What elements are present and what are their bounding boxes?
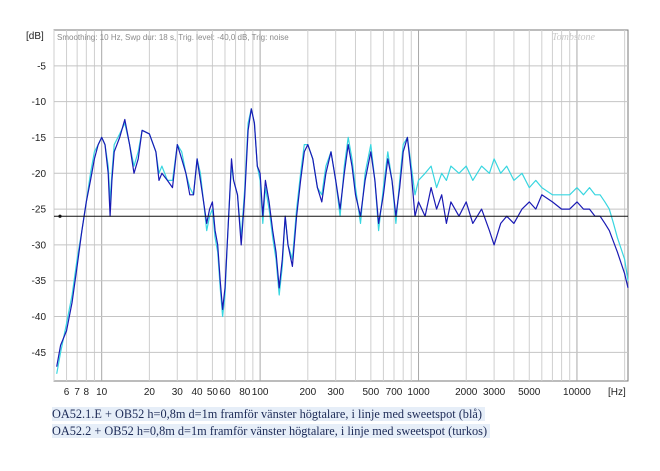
- y-unit-label: [dB]: [26, 31, 44, 42]
- x-tick-label: 300: [327, 387, 344, 398]
- x-tick-label: 1000: [407, 387, 430, 398]
- reference-line-marker: [58, 214, 62, 218]
- x-tick-label: 30: [172, 387, 184, 398]
- x-tick-label: 3000: [483, 387, 506, 398]
- x-tick-label: 40: [192, 387, 204, 398]
- x-unit-label: [Hz]: [608, 387, 626, 398]
- x-tick-label: 8: [84, 387, 90, 398]
- x-tick-label: 7: [74, 387, 80, 398]
- y-tick-labels: -5 -10 -15 -20 -25 -30 -35 -40 -45: [32, 61, 47, 359]
- x-tick-label: 5000: [518, 387, 541, 398]
- x-tick-label: 10000: [563, 387, 591, 398]
- measurement-settings-text: Smoothing: 10 Hz, Swp dur: 18 s, Trig. l…: [57, 33, 289, 42]
- caption-text-blue: OA52.1.E + OB52 h=0,8m d=1m framför väns…: [52, 407, 485, 421]
- y-tick-label: -45: [32, 348, 47, 359]
- caption-line-blue: OA52.1.E + OB52 h=0,8m d=1m framför väns…: [52, 406, 485, 422]
- x-tick-label: 200: [299, 387, 316, 398]
- y-tick-label: -10: [32, 97, 47, 108]
- brand-watermark: Tombstone: [552, 32, 596, 43]
- y-tick-label: -5: [37, 61, 46, 72]
- y-tick-label: -15: [32, 133, 47, 144]
- caption-line-turquoise: OA52.2 + OB52 h=0,8m d=1m framför vänste…: [52, 423, 491, 439]
- reference-line-layer: [54, 214, 628, 218]
- x-tick-label: 2000: [455, 387, 478, 398]
- x-tick-label: 700: [386, 387, 403, 398]
- y-tick-label: -40: [32, 312, 47, 323]
- x-tick-label: 80: [239, 387, 251, 398]
- x-tick-label: 10: [96, 387, 108, 398]
- y-tick-label: -35: [32, 276, 47, 287]
- x-tick-label: 6: [64, 387, 70, 398]
- x-tick-label: 60: [219, 387, 231, 398]
- series-layer: [56, 108, 629, 374]
- x-tick-label: 50: [207, 387, 219, 398]
- x-tick-label: 20: [144, 387, 156, 398]
- y-tick-label: -30: [32, 240, 47, 251]
- caption-text-turquoise: OA52.2 + OB52 h=0,8m d=1m framför vänste…: [52, 424, 491, 438]
- x-tick-label: 500: [362, 387, 379, 398]
- frequency-response-chart: -5-10-15-20-25-30-35-40-45 6 7 8 10 20 30 40 50…: [26, 29, 629, 398]
- y-tick-label: -20: [32, 169, 47, 180]
- x-tick-labels: 6 7 8 10 20 30 40 50 60 80 100 200 300 500 700 1000 2000…: [64, 387, 592, 398]
- x-tick-label: 100: [252, 387, 269, 398]
- y-tick-label: -25: [32, 205, 47, 216]
- series-line-blue: [56, 108, 629, 367]
